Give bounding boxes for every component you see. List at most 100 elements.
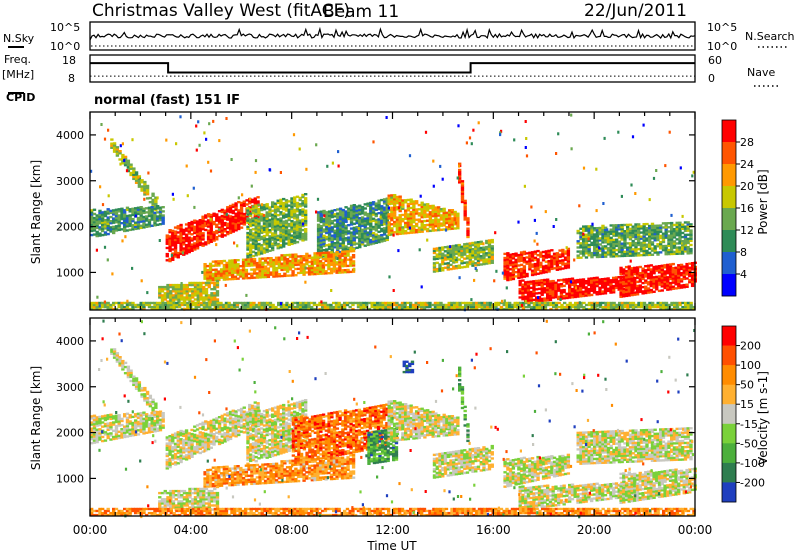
power-echo-cell [650, 241, 655, 244]
power-echo-cell [686, 227, 690, 230]
power-echo-cell [349, 204, 354, 208]
power-echo-cell [476, 241, 481, 244]
power-echo-cell [287, 204, 291, 207]
power-echo-cell [377, 201, 381, 205]
power-echo-cell [409, 305, 413, 309]
power-echo-cell [276, 238, 280, 242]
power-echo-cell [615, 224, 619, 227]
power-echo-cell [377, 226, 381, 229]
power-echo-cell [448, 221, 452, 224]
power-echo-cell [448, 225, 452, 229]
power-echo-cell [103, 212, 108, 216]
power-echo-cell [593, 247, 597, 251]
power-echo-cell [614, 284, 619, 287]
power-echo-cell [448, 219, 452, 222]
power-echo-cell [631, 303, 636, 307]
power-echo-cell [171, 235, 175, 239]
power-echo-cell [526, 297, 531, 300]
power-echo-cell [458, 168, 462, 172]
power-echo-cell [606, 240, 611, 244]
power-echo-cell [455, 305, 460, 309]
power-echo-cell [147, 208, 152, 211]
power-echo-cell [434, 216, 438, 220]
power-echo-cell [203, 275, 207, 278]
power-echo-cell [465, 246, 470, 250]
power-echo-cell [562, 280, 566, 283]
power-echo-cell [503, 273, 507, 276]
power-echo-cell [352, 214, 356, 217]
power-echo-cell [254, 254, 258, 257]
power-echo-cell [356, 303, 361, 307]
power-echo-cell [173, 242, 178, 246]
power-echo-cell [417, 303, 421, 307]
power-echo-cell [332, 265, 337, 268]
power-echo-cell [380, 236, 384, 239]
power-echo-cell [358, 223, 362, 226]
power-echo-cell [261, 257, 265, 260]
power-echo-cell [619, 270, 623, 274]
power-echo-cell [184, 252, 189, 255]
power-echo-cell [117, 214, 121, 217]
power-echo-cell [217, 210, 222, 213]
power-echo-cell [672, 232, 677, 235]
power-echo-cell [90, 307, 94, 311]
power-echo-cell [517, 268, 521, 271]
power-echo-cell [273, 212, 278, 216]
power-echo-cell [293, 198, 297, 201]
power-echo-cell [548, 284, 553, 287]
power-echo-cell [295, 226, 300, 229]
power-echo-cell [431, 215, 435, 218]
power-echo-cell [645, 251, 649, 255]
power-echo-cell [511, 277, 516, 281]
power-echo-cell [674, 266, 678, 269]
power-echo-cell [304, 228, 308, 231]
power-echo-cell [527, 305, 531, 309]
power-echo-cell [587, 252, 591, 255]
power-echo-cell [398, 195, 402, 198]
power-echo-cell [514, 275, 518, 278]
power-echo-cell [213, 300, 217, 303]
power-echo-cell [202, 281, 206, 285]
power-echo-cell [276, 199, 280, 202]
power-echo-cell [247, 276, 251, 280]
power-echo-cell [537, 298, 542, 301]
power-echo-cell [196, 294, 200, 297]
power-echo-cell [327, 261, 331, 265]
power-echo-cell [158, 218, 163, 222]
power-echo-cell [199, 283, 203, 287]
power-echo-cell [631, 248, 635, 251]
power-echo-cell [460, 200, 465, 204]
power-echo-cell [385, 226, 389, 229]
power-echo-cell [351, 249, 356, 253]
power-echo-cell [412, 210, 416, 214]
power-echo-cell [381, 307, 385, 311]
power-echo-cell [582, 235, 586, 239]
power-echo-cell [417, 305, 421, 309]
power-echo-cell [546, 280, 550, 283]
power-echo-cell [395, 218, 400, 221]
nsky-tick-left-bottom: 10^0 [50, 40, 80, 53]
power-echo-cell [431, 208, 435, 212]
power-echo-cell [242, 221, 246, 224]
power-echo-cell [448, 211, 452, 214]
power-echo-cell [535, 307, 539, 311]
power-echo-cell [503, 265, 507, 268]
power-echo-cell [446, 251, 450, 255]
power-echo-cell [90, 213, 94, 216]
power-echo-cell [574, 303, 578, 307]
power-echo-cell [198, 231, 202, 234]
power-echo-cell [201, 238, 205, 241]
power-echo-cell [683, 229, 688, 232]
power-echo-cell [677, 280, 681, 283]
power-echo-cell [237, 225, 241, 229]
power-echo-cell [576, 242, 580, 245]
power-echo-cell [529, 280, 533, 283]
power-echo-cell [641, 290, 645, 293]
power-echo-cell [682, 269, 686, 272]
power-echo-cell [225, 269, 229, 273]
power-echo-cell [497, 303, 501, 307]
power-echo-cell [284, 225, 289, 229]
power-echo-cell [109, 215, 113, 219]
power-echo-cell [163, 292, 167, 295]
power-echo-cell [326, 307, 330, 311]
